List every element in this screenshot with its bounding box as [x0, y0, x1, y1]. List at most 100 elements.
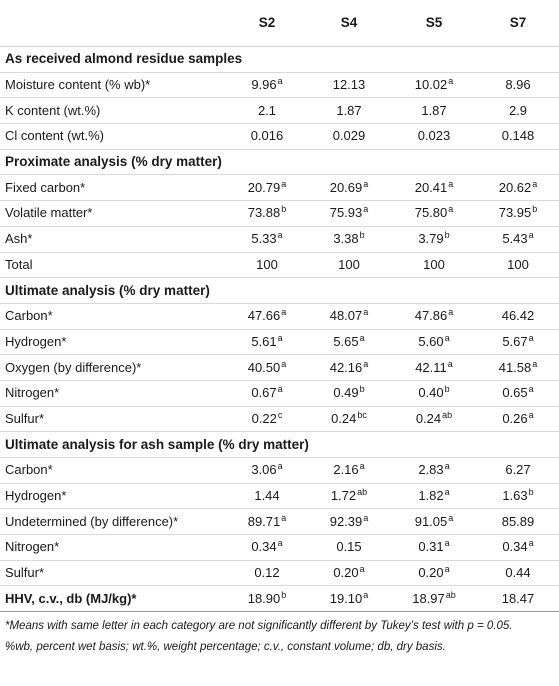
- analysis-table-container: S2 S4 S5 S7 As received almond residue s…: [0, 0, 559, 654]
- significance-letter: b: [281, 204, 287, 215]
- section-header-row: Ultimate analysis (% dry matter): [0, 277, 559, 304]
- significance-letter: a: [448, 307, 454, 318]
- value-cell: 9.96a: [227, 72, 307, 99]
- value-cell: 5.43a: [477, 226, 559, 253]
- value-number: 85.89: [501, 513, 535, 529]
- significance-letter: a: [532, 358, 538, 369]
- hhv-row: HHV, c.v., db (MJ/kg)* 18.90b 19.10a 18.97a…: [0, 585, 559, 613]
- significance-letter: b: [528, 487, 534, 498]
- significance-letter: a: [448, 178, 454, 189]
- significance-letter: a: [281, 512, 287, 523]
- value-cell: 100: [391, 252, 477, 279]
- significance-letter: a: [363, 204, 369, 215]
- row-label: Oxygen (by difference)*: [0, 354, 227, 381]
- value-cell: 0.65a: [477, 380, 559, 407]
- significance-letter: a: [528, 409, 534, 420]
- value-number: 100: [423, 256, 445, 272]
- significance-letter: a: [363, 178, 369, 189]
- value-cell: 3.38b: [307, 226, 391, 253]
- value-number: 2.1: [257, 102, 277, 118]
- value-cell: 0.34a: [227, 534, 307, 561]
- section-title: Ultimate analysis for ash sample (% dry …: [0, 431, 559, 458]
- row-label: Carbon*: [0, 457, 227, 484]
- significance-letter: a: [363, 589, 369, 600]
- value-cell: 20.62a: [477, 174, 559, 202]
- table-row: Carbon* 47.66a 48.07a 47.86a 46.42: [0, 303, 559, 330]
- almond-residue-analysis-table: S2 S4 S5 S7 As received almond residue s…: [0, 0, 559, 613]
- section-header-row: Ultimate analysis for ash sample (% dry …: [0, 431, 559, 458]
- value-number: 100: [507, 256, 529, 272]
- row-label: Nitrogen*: [0, 534, 227, 561]
- value-number: 42.11: [415, 359, 447, 375]
- table-body: As received almond residue samples Moistu…: [0, 46, 559, 613]
- value-cell: 47.66a: [227, 303, 307, 330]
- value-cell: 0.40b: [391, 380, 477, 407]
- significance-letter: a: [277, 332, 283, 343]
- value-cell: 46.42: [477, 303, 559, 330]
- value-number: 40.50: [247, 359, 281, 375]
- value-cell: 3.79b: [391, 226, 477, 253]
- value-cell: 0.20a: [307, 560, 391, 587]
- significance-letter: a: [444, 564, 450, 575]
- footnote-significance: *Means with same letter in each category…: [5, 620, 513, 633]
- row-label: Nitrogen*: [0, 380, 227, 407]
- value-number: 0.148: [501, 128, 535, 144]
- significance-letter: a: [444, 332, 450, 343]
- table-row: Nitrogen* 0.34a 0.15 0.31a 0.34a: [0, 534, 559, 561]
- value-cell: 47.86a: [391, 303, 477, 330]
- significance-letter: a: [281, 178, 287, 189]
- value-cell: 0.49b: [307, 380, 391, 407]
- row-label: Sulfur*: [0, 560, 227, 587]
- table-row: Volatile matter* 73.88b 75.93a 75.80a 73.95b: [0, 200, 559, 227]
- value-cell: 0.15: [307, 534, 391, 561]
- value-number: 89.71: [247, 513, 281, 529]
- row-label: Moisture content (% wb)*: [0, 72, 227, 99]
- value-cell: 41.58a: [477, 354, 559, 381]
- value-number: 2.16: [333, 462, 359, 478]
- significance-letter: a: [528, 230, 534, 241]
- value-cell: 5.61a: [227, 329, 307, 356]
- value-cell: 6.27: [477, 457, 559, 484]
- value-number: 19.10: [329, 590, 363, 606]
- section-title: Ultimate analysis (% dry matter): [0, 277, 559, 304]
- section-header-row: Proximate analysis (% dry matter): [0, 149, 559, 176]
- value-cell: 0.029: [307, 123, 391, 150]
- significance-letter: a: [448, 204, 454, 215]
- value-cell: 0.016: [227, 123, 307, 150]
- header-row-label: [0, 0, 227, 47]
- value-number: 5.61: [251, 333, 277, 349]
- value-number: 0.40: [418, 385, 444, 401]
- footnote-abbreviations: %wb, percent wet basis; wt.%, weight per…: [5, 641, 446, 654]
- value-cell: 1.87: [391, 97, 477, 125]
- value-cell: 5.60a: [391, 329, 477, 356]
- value-number: 42.16: [329, 359, 363, 375]
- value-cell: 0.22c: [227, 406, 307, 433]
- section-title: As received almond residue samples: [0, 46, 559, 73]
- significance-letter: ab: [445, 589, 456, 600]
- table-row: Total 100 100 100 100: [0, 252, 559, 279]
- value-number: 0.12: [254, 565, 280, 581]
- value-number: 73.88: [247, 205, 281, 221]
- value-cell: 5.67a: [477, 329, 559, 356]
- significance-letter: a: [528, 384, 534, 395]
- value-cell: 0.12: [227, 560, 307, 587]
- value-number: 20.41: [414, 179, 448, 195]
- value-cell: 2.83a: [391, 457, 477, 484]
- value-number: 0.44: [505, 565, 531, 581]
- significance-letter: a: [277, 538, 283, 549]
- value-number: 0.26: [502, 410, 528, 426]
- value-number: 9.96: [251, 77, 277, 93]
- value-cell: 20.69a: [307, 174, 391, 202]
- value-number: 10.02: [414, 77, 448, 93]
- significance-letter: ab: [442, 409, 453, 420]
- table-row: Oxygen (by difference)* 40.50 a 42.16a 42.11…: [0, 354, 559, 381]
- row-label: Volatile matter*: [0, 200, 227, 227]
- value-cell: 0.148: [477, 123, 559, 150]
- row-label: Sulfur*: [0, 406, 227, 433]
- header-sample-s7: S7: [477, 0, 559, 47]
- value-cell: 12.13: [307, 72, 391, 99]
- value-number: 47.66: [247, 308, 281, 324]
- significance-letter: c: [277, 409, 283, 420]
- value-cell: 18.47: [477, 585, 559, 613]
- value-cell: 42.16a: [307, 354, 391, 381]
